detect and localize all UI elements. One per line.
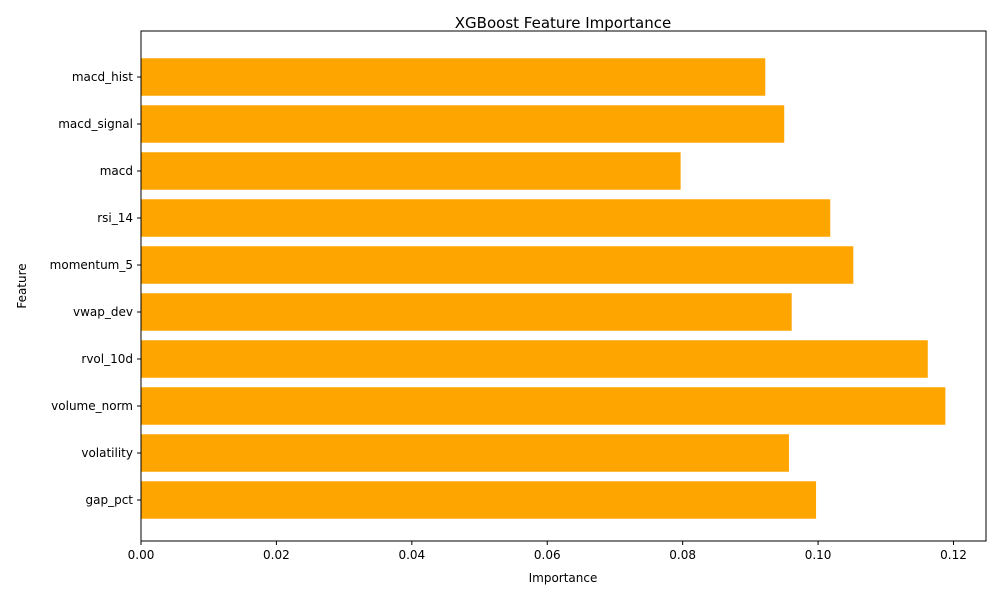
bar-volatility <box>141 434 789 472</box>
y-tick-label: momentum_5 <box>50 258 133 272</box>
y-tick-label: macd <box>100 164 133 178</box>
y-tick-label: macd_signal <box>58 117 133 131</box>
y-axis-ticks: gap_pct volatility volume_norm rvol_10d vwap… <box>50 70 141 507</box>
chart-title: XGBoost Feature Importance <box>455 14 671 32</box>
bar-vwap_dev <box>141 293 792 331</box>
bars-group <box>141 58 946 519</box>
x-tick-label: 0.04 <box>398 548 425 562</box>
x-tick-label: 0.02 <box>263 548 290 562</box>
x-tick-label: 0.08 <box>669 548 696 562</box>
y-tick-label: volume_norm <box>51 399 133 413</box>
y-tick-label: macd_hist <box>72 70 133 84</box>
bar-macd <box>141 152 681 190</box>
axes-frame <box>140 30 987 542</box>
y-tick-label: vwap_dev <box>73 305 133 319</box>
bar-rvol_10d <box>141 340 928 378</box>
x-axis-ticks: 0.00 0.02 0.04 0.06 0.08 0.10 0.12 <box>128 541 967 562</box>
y-tick-label: rvol_10d <box>81 352 133 366</box>
x-axis-label: Importance <box>529 571 598 585</box>
bar-macd_hist <box>141 58 766 96</box>
x-tick-label: 0.12 <box>940 548 967 562</box>
y-tick-label: rsi_14 <box>97 211 133 225</box>
bar-volume_norm <box>141 387 946 425</box>
bar-rsi_14 <box>141 199 831 237</box>
y-axis-label: Feature <box>15 263 29 308</box>
x-tick-label: 0.00 <box>128 548 155 562</box>
x-tick-label: 0.06 <box>534 548 561 562</box>
bar-gap_pct <box>141 481 817 519</box>
y-tick-label: gap_pct <box>85 493 133 507</box>
y-tick-label: volatility <box>81 446 133 460</box>
bar-macd_signal <box>141 105 785 143</box>
bar-momentum_5 <box>141 246 854 284</box>
x-tick-label: 0.10 <box>805 548 832 562</box>
